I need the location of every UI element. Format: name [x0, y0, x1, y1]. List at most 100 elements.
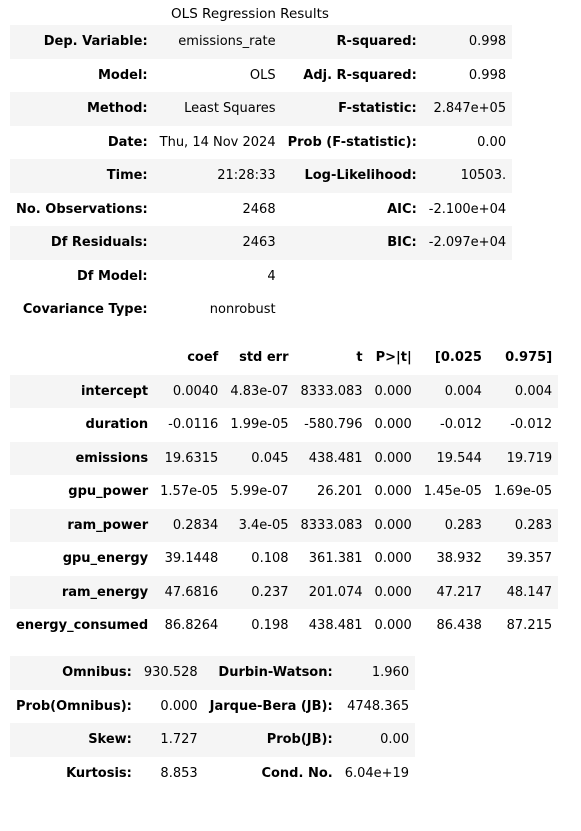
value-cell: 0.998 — [468, 67, 507, 83]
t-cell: 8333.083 — [300, 517, 363, 533]
table-row: Df Residuals: 2463 BIC: -2.097e+04 — [10, 226, 513, 260]
label-cell: Time: — [106, 168, 148, 184]
label-cell: Adj. R-squared: — [303, 67, 417, 83]
coefficients-table: coef std err t P>|t| [0.025 0.975] inter… — [10, 341, 559, 643]
ci-low-cell: 19.544 — [436, 450, 482, 466]
coef-cell: 1.57e-05 — [160, 484, 219, 500]
table-row: ram_power 0.2834 3.4e-05 8333.083 0.000 … — [10, 508, 559, 542]
value-cell: Least Squares — [184, 101, 276, 117]
value-cell: 4 — [267, 268, 276, 284]
column-header: t — [356, 350, 363, 366]
coef-cell: 0.0040 — [172, 383, 219, 399]
t-cell: -580.796 — [304, 417, 363, 433]
label-cell: F-statistic: — [338, 101, 417, 117]
table-row: Model: OLS Adj. R-squared: 0.998 — [10, 59, 512, 93]
stderr-cell: 5.99e-07 — [230, 484, 289, 500]
ci-high-cell: 1.69e-05 — [493, 484, 553, 500]
t-cell: 438.481 — [308, 618, 363, 634]
row-header: gpu_power — [68, 484, 149, 500]
coef-cell: 0.2834 — [172, 517, 219, 533]
table-row: intercept 0.0040 4.83e-07 8333.083 0.000… — [10, 374, 559, 408]
label-cell: Date: — [107, 134, 148, 150]
label-cell: Covariance Type: — [22, 302, 148, 318]
value-cell: -2.100e+04 — [428, 201, 507, 217]
p-cell: 0.000 — [374, 484, 412, 500]
label-cell: Prob(JB): — [266, 732, 333, 748]
stderr-cell: 4.83e-07 — [230, 383, 289, 399]
stderr-cell: 3.4e-05 — [238, 517, 289, 533]
row-header: duration — [85, 417, 149, 433]
t-cell: 26.201 — [317, 484, 363, 500]
row-header: ram_energy — [61, 584, 149, 600]
row-header: emissions — [75, 450, 149, 466]
table-row: emissions 19.6315 0.045 438.481 0.000 19… — [10, 441, 559, 475]
p-cell: 0.000 — [374, 618, 412, 634]
value-cell: 2463 — [242, 235, 276, 251]
p-cell: 0.000 — [374, 383, 412, 399]
table-row: duration -0.0116 1.99e-05 -580.796 0.000… — [10, 408, 558, 442]
label-cell: Dep. Variable: — [43, 34, 148, 50]
table-row: Df Model: 4 — [10, 260, 512, 294]
value-cell: 4748.365 — [347, 698, 410, 714]
row-header: energy_consumed — [16, 618, 149, 634]
label-cell: R-squared: — [336, 34, 417, 50]
label-cell: No. Observations: — [16, 201, 148, 217]
model-summary-table: Dep. Variable: emissions_rate R-squared:… — [10, 25, 513, 327]
table-row: Time: 21:28:33 Log-Likelihood: 10503. — [10, 159, 513, 193]
ci-low-cell: 0.004 — [444, 383, 482, 399]
column-header: P>|t| — [375, 350, 412, 366]
table-row: Prob(Omnibus): 0.000 Jarque-Bera (JB): 4… — [10, 690, 415, 724]
coef-cell: -0.0116 — [168, 417, 219, 433]
column-header: coef — [187, 350, 219, 366]
value-cell: OLS — [249, 67, 276, 83]
label-cell — [282, 293, 423, 327]
p-cell: 0.000 — [374, 450, 412, 466]
t-cell: 8333.083 — [300, 383, 363, 399]
stderr-cell: 0.045 — [251, 450, 289, 466]
table-caption: OLS Regression Results — [171, 6, 329, 22]
value-cell: 2468 — [242, 201, 276, 217]
row-header: ram_power — [67, 517, 149, 533]
value-cell: 10503. — [460, 168, 507, 184]
table-row: Method: Least Squares F-statistic: 2.847… — [10, 92, 513, 126]
stderr-cell: 1.99e-05 — [230, 417, 289, 433]
label-cell: Prob(Omnibus): — [16, 698, 132, 714]
ci-low-cell: -0.012 — [440, 417, 482, 433]
value-cell: 0.00 — [477, 134, 507, 150]
coef-cell: 39.1448 — [164, 551, 219, 567]
column-header: std err — [239, 350, 289, 366]
ci-low-cell: 1.45e-05 — [423, 484, 482, 500]
ci-low-cell: 38.932 — [436, 551, 482, 567]
coef-cell: 47.6816 — [164, 584, 219, 600]
label-cell — [282, 260, 423, 294]
ci-high-cell: 0.004 — [514, 383, 553, 399]
label-cell: Df Model: — [77, 268, 148, 284]
table-row: gpu_power 1.57e-05 5.99e-07 26.201 0.000… — [10, 475, 558, 509]
value-cell: emissions_rate — [178, 34, 276, 50]
coef-cell: 86.8264 — [164, 618, 219, 634]
value-cell — [423, 293, 512, 327]
label-cell: Jarque-Bera (JB): — [209, 698, 333, 714]
label-cell: Prob (F-statistic): — [287, 134, 417, 150]
label-cell: Method: — [86, 101, 148, 117]
table-row: energy_consumed 86.8264 0.198 438.481 0.… — [10, 609, 558, 643]
ci-low-cell: 0.283 — [444, 517, 482, 533]
value-cell: 0.000 — [160, 698, 198, 714]
label-cell: Log-Likelihood: — [304, 168, 417, 184]
stderr-cell: 0.108 — [251, 551, 289, 567]
table-row: Date: Thu, 14 Nov 2024 Prob (F-statistic… — [10, 126, 512, 160]
value-cell: 1.960 — [371, 665, 410, 681]
value-cell — [423, 260, 512, 294]
ci-low-cell: 47.217 — [436, 584, 482, 600]
ci-low-cell: 86.438 — [436, 618, 482, 634]
row-header: intercept — [80, 383, 149, 399]
t-cell: 201.074 — [308, 584, 363, 600]
table-row: No. Observations: 2468 AIC: -2.100e+04 — [10, 193, 512, 227]
value-cell: nonrobust — [209, 302, 276, 318]
value-cell: -2.097e+04 — [428, 235, 507, 251]
row-header: gpu_energy — [62, 551, 149, 567]
table-row: Omnibus: 930.528 Durbin-Watson: 1.960 — [10, 656, 416, 690]
label-cell: Kurtosis: — [66, 765, 132, 781]
header-row: coef std err t P>|t| [0.025 0.975] — [10, 341, 558, 375]
table-row: ram_energy 47.6816 0.237 201.074 0.000 4… — [10, 575, 559, 609]
